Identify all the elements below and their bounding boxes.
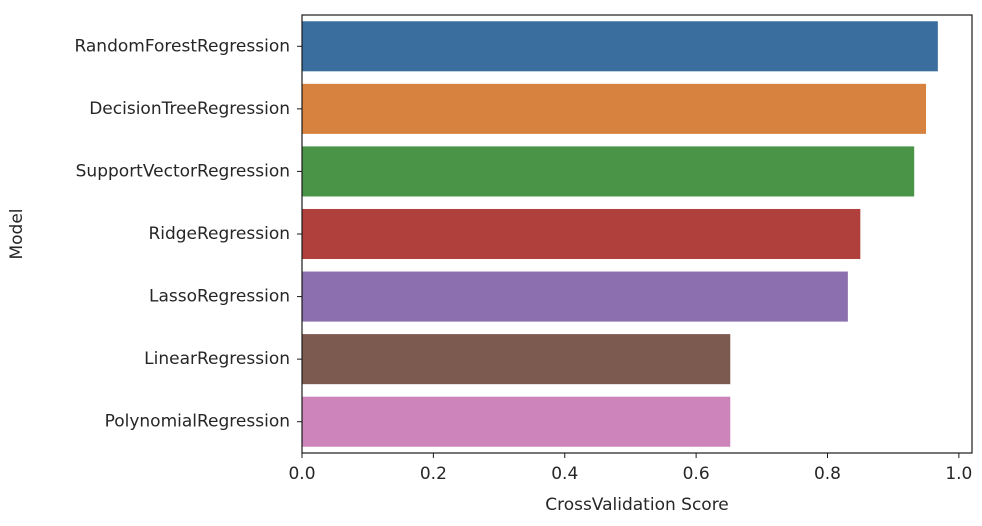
- bars-group: [302, 21, 938, 447]
- x-tick-label: 0.2: [420, 464, 447, 484]
- x-tick-label: 0.0: [288, 464, 315, 484]
- x-axis: 0.0 0.2 0.4 0.6 0.8 1.0: [288, 453, 972, 484]
- bar-LinearRegression: [302, 334, 731, 385]
- bar-DecisionTreeRegression: [302, 83, 927, 134]
- y-tick-label: LinearRegression: [144, 349, 290, 369]
- x-tick-label: 0.6: [683, 464, 710, 484]
- y-tick-label: RidgeRegression: [148, 224, 290, 244]
- y-tick-label: DecisionTreeRegression: [89, 99, 290, 119]
- x-tick-label: 1.0: [945, 464, 972, 484]
- y-axis: RandomForestRegression DecisionTreeRegres…: [74, 36, 302, 432]
- bar-RidgeRegression: [302, 208, 861, 260]
- y-axis-title: Model: [7, 208, 27, 259]
- y-tick-label: LassoRegression: [149, 287, 290, 307]
- y-tick-label: SupportVectorRegression: [76, 161, 290, 181]
- bar-PolynomialRegression: [302, 396, 731, 447]
- y-tick-label: RandomForestRegression: [74, 36, 290, 56]
- bar-RandomForestRegression: [302, 21, 938, 72]
- x-tick-label: 0.8: [814, 464, 841, 484]
- x-tick-label: 0.4: [551, 464, 578, 484]
- bar-LassoRegression: [302, 271, 848, 322]
- bar-SupportVectorRegression: [302, 146, 915, 197]
- y-tick-label: PolynomialRegression: [105, 412, 290, 432]
- x-axis-title: CrossValidation Score: [545, 495, 729, 515]
